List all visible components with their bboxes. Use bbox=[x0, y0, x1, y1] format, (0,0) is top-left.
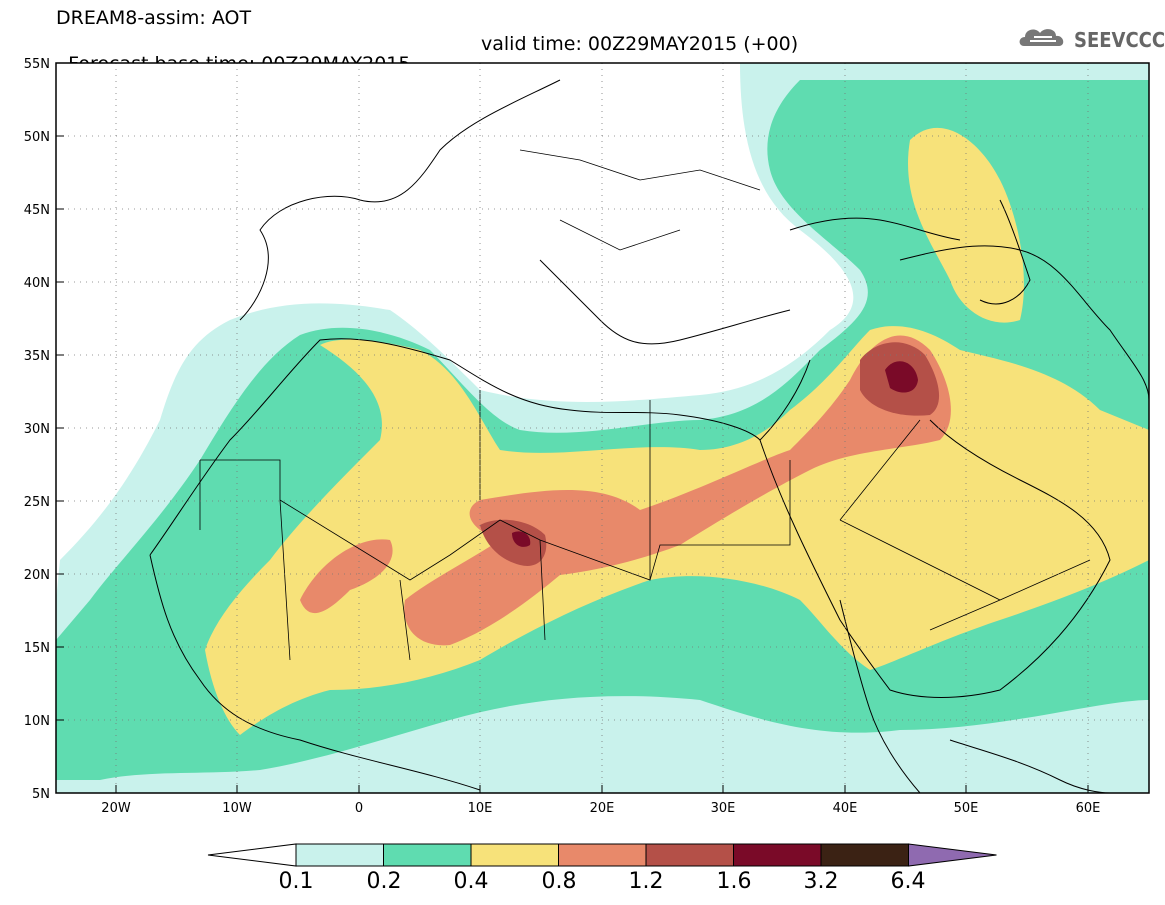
colorbar-swatch bbox=[820, 843, 909, 867]
aot-band-1.2 bbox=[480, 519, 547, 566]
axis-ticks bbox=[56, 62, 1089, 793]
lon-label: 20E bbox=[590, 801, 615, 816]
colorbar-label: 0.2 bbox=[366, 869, 402, 894]
lat-label: 30N bbox=[24, 422, 50, 437]
colorbar-label: 1.2 bbox=[628, 869, 664, 894]
country-borders bbox=[199, 149, 1091, 661]
colorbar-arrow-high bbox=[908, 843, 997, 867]
colorbar-swatch bbox=[645, 843, 734, 867]
lat-label: 50N bbox=[24, 130, 50, 145]
colorbar-swatch bbox=[558, 843, 647, 867]
valid-time: valid time: 00Z29MAY2015 (+00) bbox=[481, 33, 799, 55]
seevccc-logo: SEEVCCC bbox=[1016, 22, 1165, 54]
lat-label: 45N bbox=[24, 203, 50, 218]
lon-labels: 20W 10W 0 10E 20E 30E 40E 50E 60E bbox=[101, 801, 1100, 816]
aot-band-0.8 bbox=[300, 539, 393, 614]
gridlines bbox=[56, 63, 1149, 793]
lon-label: 0 bbox=[355, 801, 363, 816]
lat-label: 5N bbox=[32, 787, 50, 802]
cloud-icon bbox=[1019, 29, 1064, 46]
lon-label: 20W bbox=[101, 801, 131, 816]
lon-label: 10W bbox=[222, 801, 252, 816]
colorbar-label: 0.4 bbox=[453, 869, 489, 894]
aot-band-0.8-central bbox=[404, 335, 951, 646]
lat-labels: 55N 50N 45N 40N 35N 30N 25N 20N 15N 10N … bbox=[24, 57, 50, 802]
colorbar-arrow-low bbox=[207, 843, 297, 867]
colorbar-label: 1.6 bbox=[716, 869, 752, 894]
lat-label: 35N bbox=[24, 349, 50, 364]
colorbar-swatch bbox=[295, 843, 384, 867]
colorbar-swatch bbox=[733, 843, 822, 867]
lon-label: 60E bbox=[1076, 801, 1101, 816]
lat-label: 20N bbox=[24, 568, 50, 583]
lat-label: 15N bbox=[24, 641, 50, 656]
lon-label: 50E bbox=[954, 801, 979, 816]
lon-label: 40E bbox=[833, 801, 858, 816]
colorbar-swatch bbox=[470, 843, 559, 867]
colorbar bbox=[207, 843, 997, 867]
lon-label: 30E bbox=[711, 801, 736, 816]
lat-label: 55N bbox=[24, 57, 50, 72]
lat-label: 10N bbox=[24, 714, 50, 729]
lat-label: 25N bbox=[24, 495, 50, 510]
colorbar-label: 0.8 bbox=[541, 869, 577, 894]
lat-label: 40N bbox=[24, 276, 50, 291]
colorbar-label: 0.1 bbox=[278, 869, 314, 894]
map-title: DREAM8-assim: AOT bbox=[56, 7, 252, 29]
aot-band-1.6-iraq bbox=[885, 361, 918, 393]
colorbar-label: 6.4 bbox=[890, 869, 926, 894]
coastlines bbox=[149, 79, 1149, 793]
logo-text: SEEVCCC bbox=[1074, 28, 1165, 52]
lon-label: 10E bbox=[468, 801, 493, 816]
colorbar-swatch bbox=[383, 843, 472, 867]
colorbar-label: 3.2 bbox=[803, 869, 839, 894]
aot-band-1.6-chad bbox=[512, 531, 531, 547]
